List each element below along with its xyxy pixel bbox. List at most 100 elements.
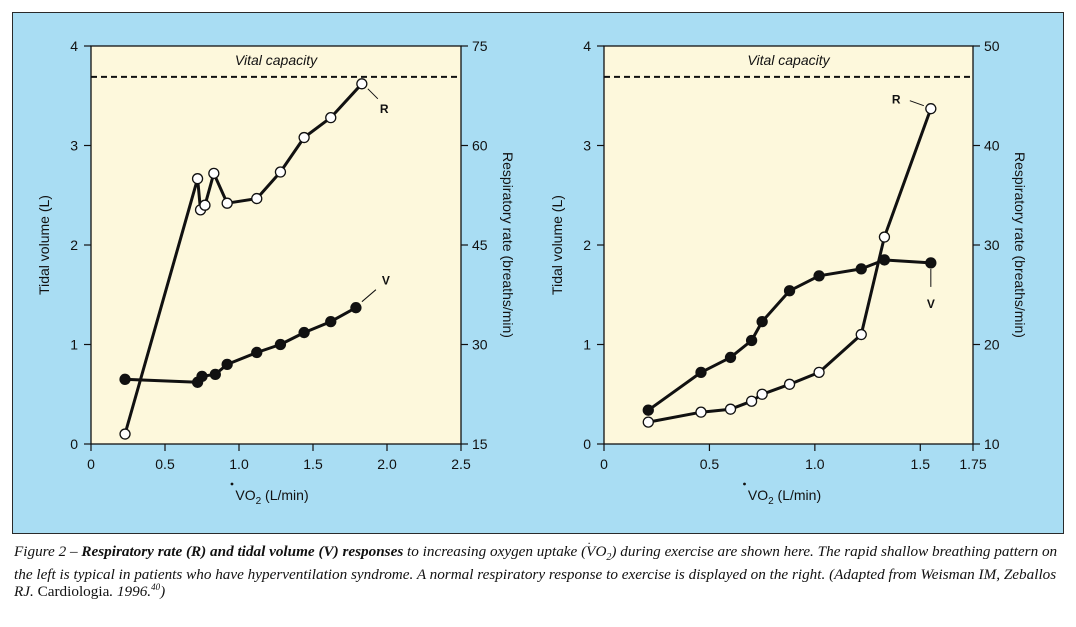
right-y2-tick-label: 20 bbox=[984, 337, 1000, 353]
right-label-R-leader bbox=[909, 100, 924, 107]
left-series-V-point bbox=[251, 346, 263, 359]
left-vital-capacity-label: Vital capacity bbox=[235, 52, 318, 68]
caption-vo-dot: · bbox=[587, 536, 592, 550]
left-y-tick-label: 1 bbox=[70, 337, 78, 353]
left-y-tick-label: 0 bbox=[70, 436, 78, 452]
left-y2-tick-label: 30 bbox=[472, 337, 488, 353]
right-series-V-point bbox=[783, 285, 796, 297]
left-x-tick-label: 1.5 bbox=[303, 456, 323, 472]
right-series-V-point bbox=[724, 351, 737, 364]
right-series-V-point bbox=[745, 334, 758, 347]
right-chart: Vital capacity 0 0.5 1.0 1.5 1.75 0 1 2 3 4 10 20 30 4… bbox=[549, 38, 1028, 507]
right-series-R-point bbox=[855, 328, 867, 341]
caption-vo-sub: 2 bbox=[606, 552, 612, 564]
right-x-axis-title: VO2 (L/min) bbox=[748, 487, 821, 507]
right-series-V-point bbox=[855, 263, 867, 275]
right-series-R-point bbox=[745, 395, 758, 407]
right-y-tick-label: 4 bbox=[583, 38, 591, 54]
left-y-tick-label: 2 bbox=[70, 237, 78, 253]
left-label-V: V bbox=[382, 274, 390, 288]
left-x-axis-title-dot bbox=[230, 482, 234, 486]
right-y-tick-label: 3 bbox=[583, 138, 591, 154]
right-y-tick-label: 1 bbox=[583, 337, 591, 353]
right-vital-capacity-label: Vital capacity bbox=[747, 52, 830, 68]
left-series-V-point bbox=[274, 338, 287, 351]
caption-end: ) bbox=[160, 583, 166, 601]
right-x-tick-label: 0.5 bbox=[700, 456, 720, 472]
left-chart: Vital capacity 0 0.5 1.0 1.5 2.0 2.5 0 1 2 3 4 15 30 4… bbox=[36, 38, 516, 507]
left-series-V-point bbox=[221, 358, 233, 371]
caption-vo-letter: V bbox=[586, 543, 596, 560]
right-x-axis-title-dot bbox=[743, 482, 746, 486]
right-series-R-line bbox=[648, 108, 933, 424]
left-label-V-leader bbox=[361, 289, 377, 303]
left-plot-area bbox=[90, 45, 462, 445]
right-y-axis-title: Tidal volume (L) bbox=[549, 195, 565, 295]
caption-part3: . 1996. bbox=[109, 583, 152, 601]
right-series-V-line bbox=[647, 258, 931, 412]
left-y2-tick-label: 60 bbox=[472, 138, 488, 154]
right-y-tick-label: 2 bbox=[583, 237, 591, 253]
right-label-V: V bbox=[927, 297, 935, 311]
caption-journal: Cardiologia bbox=[37, 583, 110, 601]
left-series-R-point bbox=[191, 173, 204, 185]
caption-vo-o: O bbox=[595, 543, 607, 560]
left-x-tick-label: 1.0 bbox=[229, 456, 249, 472]
right-series-R-point bbox=[925, 103, 937, 115]
right-y2-tick-label: 50 bbox=[984, 38, 1000, 54]
left-series-R-point bbox=[221, 197, 233, 209]
right-series-R-point bbox=[695, 406, 707, 418]
left-x-tick-label: 0 bbox=[87, 456, 95, 472]
right-series-R-point bbox=[756, 388, 768, 400]
right-y2-tick-label: 30 bbox=[984, 237, 1000, 253]
left-y2-tick-label: 15 bbox=[472, 436, 488, 452]
left-y2-tick-label: 75 bbox=[472, 38, 488, 54]
left-series-V-point bbox=[209, 368, 221, 381]
caption-part2: ) during exercise are shown here. The ra… bbox=[14, 543, 1058, 601]
right-series-R-point bbox=[813, 366, 825, 379]
right-y-tick-label: 0 bbox=[583, 436, 591, 452]
left-series-R-point bbox=[298, 131, 310, 144]
left-series-R-point bbox=[119, 428, 131, 440]
left-series-R-point bbox=[325, 111, 337, 124]
right-y2-axis-title: Respiratory rate (breaths/min) bbox=[1012, 152, 1028, 338]
right-series-R-point bbox=[724, 403, 737, 415]
left-series-V-point bbox=[298, 326, 310, 339]
left-y-tick-label: 3 bbox=[70, 138, 78, 154]
left-y2-tick-label: 45 bbox=[472, 237, 488, 253]
left-series-R-point bbox=[208, 167, 220, 180]
right-series-R-point bbox=[878, 231, 891, 243]
right-series-V-point bbox=[878, 254, 891, 266]
right-series-R-point bbox=[642, 416, 654, 428]
left-y2-axis-title: Respiratory rate (breaths/min) bbox=[500, 152, 516, 338]
left-label-R: R bbox=[380, 102, 389, 116]
right-series-V-point bbox=[642, 404, 654, 416]
caption-vo2: V · bbox=[586, 537, 596, 560]
left-y-axis-title: Tidal volume (L) bbox=[36, 195, 52, 295]
left-series-R-point bbox=[199, 199, 211, 211]
left-x-tick-label: 0.5 bbox=[155, 456, 175, 472]
right-series-V-point bbox=[756, 315, 768, 328]
left-x-axis-title: VO2 (L/min) bbox=[235, 487, 308, 507]
right-y2-tick-label: 10 bbox=[984, 436, 1000, 452]
left-series-R-point bbox=[251, 192, 263, 205]
caption-part1: to increasing oxygen uptake ( bbox=[403, 543, 587, 560]
left-series-R-point bbox=[356, 78, 368, 90]
left-label-R-leader bbox=[367, 88, 379, 100]
caption-bold: Respiratory rate (R) and tidal volume (V… bbox=[81, 543, 404, 560]
left-series-V-point bbox=[196, 370, 208, 382]
right-series-V-point bbox=[925, 257, 937, 269]
left-series-V-point bbox=[119, 373, 131, 385]
left-series-V-point bbox=[350, 302, 362, 314]
left-x-tick-label: 2.0 bbox=[377, 456, 397, 472]
caption-lead: Figure 2 – bbox=[14, 543, 82, 560]
left-series-R-point bbox=[274, 166, 287, 178]
right-plot-area bbox=[603, 45, 974, 445]
right-x-tick-label: 1.75 bbox=[959, 456, 986, 472]
right-x-tick-label: 1.0 bbox=[805, 456, 825, 472]
figure-caption: Figure 2 – Respiratory rate (R) and tida… bbox=[14, 537, 1064, 601]
right-label-R: R bbox=[892, 93, 901, 107]
left-series-V-point bbox=[325, 315, 337, 328]
caption-ref: 40 bbox=[151, 581, 161, 592]
